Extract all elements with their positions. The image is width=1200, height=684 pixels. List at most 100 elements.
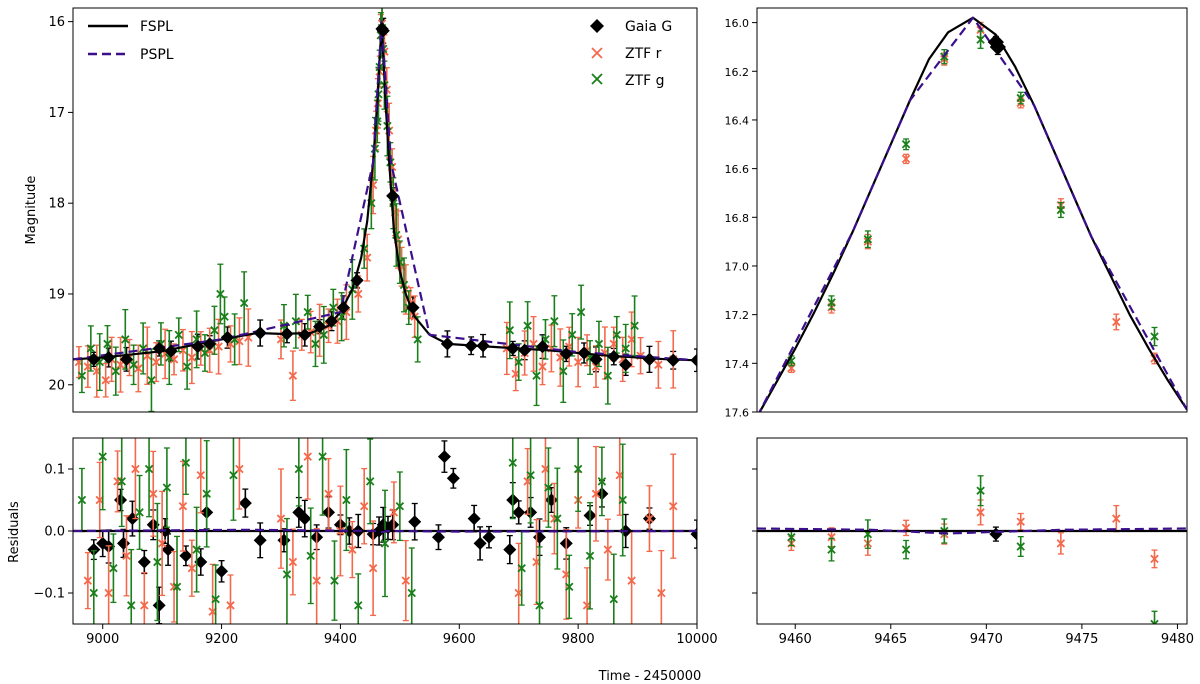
ztf-r-point xyxy=(288,371,298,380)
ztf-g-point xyxy=(618,495,627,505)
ztf-g-point xyxy=(395,501,405,511)
ztf-g-point xyxy=(976,35,985,44)
xtick-label: 9475 xyxy=(1065,632,1098,647)
ztf-g-point xyxy=(630,321,639,330)
ztf-g-point xyxy=(239,298,249,308)
xtick-label: 10000 xyxy=(676,632,717,647)
gaia-g-point xyxy=(87,352,101,366)
ytick-label: 0.1 xyxy=(44,463,65,478)
gaia-g-point xyxy=(179,549,193,563)
ztf-r-point xyxy=(101,375,110,385)
xtick-label: 9000 xyxy=(86,632,119,647)
ztf-g-point xyxy=(573,464,583,474)
ztf-g-point xyxy=(111,366,121,376)
ztf-g-point xyxy=(827,298,836,307)
ztf-g-point xyxy=(508,458,518,468)
ztf-r-point xyxy=(538,362,547,371)
ztf-r-point xyxy=(276,514,286,523)
ztf-g-point xyxy=(550,316,559,326)
gaia-g-point xyxy=(203,337,217,351)
ytick-label: 17.0 xyxy=(725,260,750,273)
gaia-g-point xyxy=(690,353,697,367)
ztf-g-point xyxy=(526,470,535,480)
legend-ztfg-label: ZTF g xyxy=(625,73,665,89)
gaia-g-point xyxy=(512,505,526,519)
ztf-g-point xyxy=(77,371,87,380)
ztf-r-point xyxy=(178,501,188,511)
ztf-r-point xyxy=(214,342,223,351)
gaia-g-point xyxy=(280,327,294,341)
ztf-g-point xyxy=(200,348,210,358)
ztf-g-point xyxy=(138,344,148,353)
ztf-g-point xyxy=(109,563,118,573)
gaia-g-point xyxy=(535,340,549,354)
ztf-r-point xyxy=(354,289,363,299)
fspl-model-line xyxy=(758,16,1187,412)
gaia-g-point xyxy=(559,347,573,361)
ytick-label: 16.2 xyxy=(725,66,750,79)
ztf-r-point xyxy=(187,563,197,573)
ztf-g-point xyxy=(162,483,172,492)
ztf-g-point xyxy=(576,307,586,317)
ztf-g-point xyxy=(117,477,126,486)
legend-models: FSPL PSPL xyxy=(88,19,174,63)
pspl-model-line xyxy=(73,20,697,362)
ytick-label: 16.8 xyxy=(725,212,750,225)
legend-gaia-marker xyxy=(590,19,604,33)
ytick-label: 16.6 xyxy=(725,163,750,176)
ztf-r-point xyxy=(196,470,206,480)
gaia-g-point xyxy=(313,320,327,334)
gaia-g-point xyxy=(238,496,252,510)
gaia-g-point xyxy=(467,512,481,526)
ztf-r-point xyxy=(359,501,369,511)
ztf-r-point xyxy=(627,576,636,585)
legend-ztfg-marker xyxy=(591,73,603,85)
gaia-g-point xyxy=(619,358,633,372)
ytick-label: 17.4 xyxy=(725,358,750,371)
gaia-g-point xyxy=(476,339,490,353)
ztf-g-point xyxy=(303,307,312,317)
gaia-g-point xyxy=(114,493,128,507)
ztf-r-point xyxy=(226,601,235,610)
ztf-r-point xyxy=(654,360,663,370)
gaia-g-point xyxy=(464,339,478,353)
ztf-g-point xyxy=(532,371,541,380)
ztf-r-point xyxy=(1150,554,1159,564)
gaia-g-point xyxy=(152,341,166,355)
ztf-g-point xyxy=(594,339,604,349)
ylabel-residuals: Residuals xyxy=(7,501,22,563)
ztf-g-point xyxy=(202,489,211,499)
ztf-g-point xyxy=(319,330,329,340)
ztf-g-point xyxy=(172,582,182,592)
ztf-r-point xyxy=(901,154,911,164)
ztf-r-point xyxy=(303,452,312,461)
ztf-g-point xyxy=(121,335,130,344)
ztf-g-point xyxy=(86,344,96,353)
xtick-label: 9465 xyxy=(874,632,907,647)
ztf-r-point xyxy=(312,576,321,585)
ztf-g-point xyxy=(505,326,515,335)
gaia-g-point xyxy=(152,598,166,612)
ztf-g-point xyxy=(318,452,327,461)
ztf-r-point xyxy=(368,563,378,573)
ztf-g-point xyxy=(1150,619,1159,624)
gaia-g-point xyxy=(221,331,235,345)
ztf-g-point xyxy=(609,594,619,604)
gaia-g-point xyxy=(215,564,229,578)
ztf-r-point xyxy=(1112,514,1121,523)
ztf-g-point xyxy=(103,339,112,349)
ztf-g-point xyxy=(535,601,544,610)
fspl-model-line xyxy=(73,25,697,362)
ztf-r-point xyxy=(573,357,583,367)
ztf-r-point xyxy=(131,464,140,474)
ztf-g-point xyxy=(559,366,568,376)
ytick-label: 16.0 xyxy=(725,17,750,30)
ztf-r-point xyxy=(389,508,399,517)
ztf-g-point xyxy=(181,458,191,468)
ztf-g-point xyxy=(1016,542,1025,551)
legend-fspl-label: FSPL xyxy=(140,19,173,35)
xtick-label: 9400 xyxy=(324,632,357,647)
gaia-g-point xyxy=(533,530,547,544)
xtick-label: 9200 xyxy=(205,632,238,647)
legend-gaia-label: Gaia G xyxy=(625,19,672,35)
